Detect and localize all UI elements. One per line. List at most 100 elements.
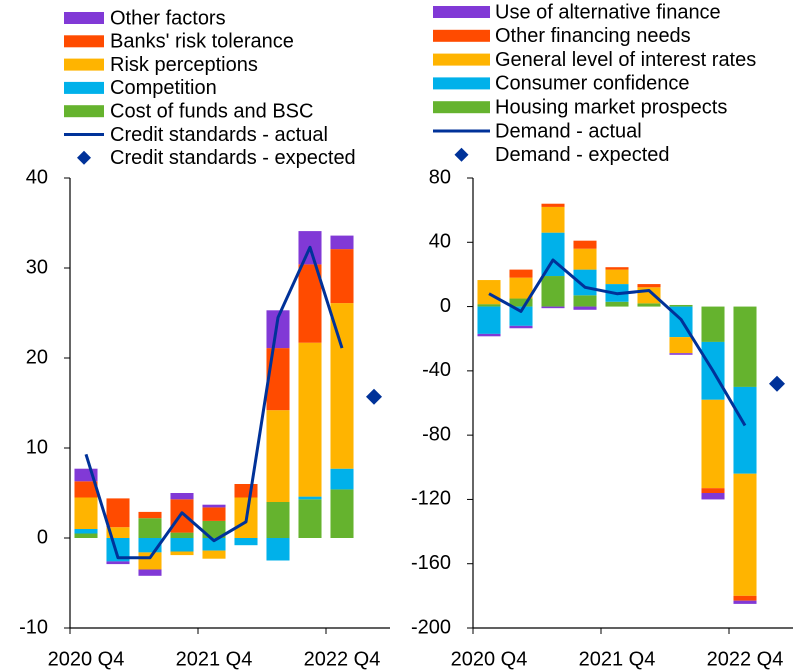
bar — [477, 333, 501, 337]
bar — [74, 481, 98, 498]
y-tick-label: 10 — [26, 436, 48, 458]
legend-label: Credit standards - actual — [110, 124, 328, 146]
bar — [701, 493, 725, 500]
bar — [477, 304, 501, 307]
y-tick-label: 0 — [440, 295, 451, 317]
bar — [298, 264, 322, 343]
bar — [701, 488, 725, 493]
legend-swatch — [433, 77, 490, 90]
legend-swatch — [433, 53, 490, 66]
y-tick-label: -10 — [19, 616, 48, 638]
bar — [202, 507, 226, 521]
legend-swatch — [64, 12, 104, 24]
legend-label: Other factors — [110, 7, 226, 29]
bar — [266, 310, 290, 349]
bar — [74, 497, 98, 529]
legend-label: Credit standards - expected — [110, 147, 356, 169]
bar — [266, 410, 290, 502]
bar — [573, 269, 597, 296]
y-tick-label: 30 — [26, 256, 48, 278]
bar — [330, 468, 354, 490]
bar — [138, 518, 162, 538]
bar — [541, 203, 565, 207]
bar — [138, 552, 162, 570]
bar — [541, 276, 565, 307]
bar — [733, 306, 757, 387]
bar — [330, 249, 354, 304]
legend-label: Demand - actual — [495, 120, 642, 142]
legend-swatch — [433, 101, 490, 114]
bar — [733, 473, 757, 596]
bar — [541, 232, 565, 277]
legend-label: Housing market prospects — [495, 96, 727, 118]
legend-swatch — [64, 81, 104, 94]
bar — [202, 504, 226, 508]
y-tick-label: 40 — [26, 166, 48, 188]
bar — [605, 301, 629, 307]
y-tick-label: -40 — [422, 359, 451, 381]
bar — [637, 284, 661, 288]
bar — [701, 399, 725, 489]
legend-swatch — [433, 6, 490, 18]
bar — [298, 342, 322, 497]
bar — [733, 595, 757, 601]
legend-label: General level of interest rates — [495, 49, 756, 71]
legend-label: Consumer confidence — [495, 73, 690, 95]
y-tick-label: 20 — [26, 346, 48, 368]
bar — [509, 306, 533, 326]
bar — [74, 533, 98, 538]
point — [366, 388, 382, 405]
bar — [605, 269, 629, 285]
x-tick-label: 2021 Q4 — [579, 648, 656, 670]
legend-swatch — [64, 105, 104, 118]
bar — [573, 295, 597, 307]
point — [769, 375, 785, 392]
x-tick-label: 2022 Q4 — [707, 648, 784, 670]
line — [488, 258, 747, 427]
bar — [266, 348, 290, 411]
bar — [509, 325, 533, 329]
bar — [170, 532, 194, 538]
bar — [733, 386, 757, 474]
y-tick-label: -120 — [411, 488, 451, 510]
bar — [330, 489, 354, 538]
legend-label: Banks' risk tolerance — [110, 31, 294, 53]
bar — [298, 496, 322, 500]
bar — [74, 529, 98, 534]
bar — [541, 206, 565, 233]
bar — [477, 306, 501, 334]
bar — [138, 511, 162, 519]
bar — [106, 498, 130, 528]
legend-label: Risk perceptions — [110, 54, 258, 76]
bar — [330, 303, 354, 469]
x-tick-label: 2021 Q4 — [176, 648, 253, 670]
x-tick-label: 2020 Q4 — [48, 648, 125, 670]
legend-swatch — [77, 150, 91, 165]
bar — [170, 538, 194, 552]
bar — [669, 304, 693, 307]
legend-label: Demand - expected — [495, 144, 670, 166]
bar — [509, 298, 533, 307]
bar — [733, 600, 757, 604]
bar — [509, 277, 533, 299]
legend-label: Cost of funds and BSC — [110, 100, 313, 122]
legend-label: Use of alternative finance — [495, 1, 721, 23]
bar — [170, 499, 194, 533]
bar — [330, 235, 354, 250]
bar — [298, 499, 322, 538]
bar — [477, 280, 501, 305]
bar — [138, 569, 162, 576]
bar — [605, 267, 629, 270]
x-tick-label: 2020 Q4 — [451, 648, 528, 670]
legend-swatch — [64, 35, 104, 48]
bar — [573, 306, 597, 310]
bar — [234, 538, 258, 546]
bar — [202, 538, 226, 551]
bar — [106, 561, 130, 565]
bar — [202, 550, 226, 559]
bar — [106, 527, 130, 538]
y-tick-label: -80 — [422, 423, 451, 445]
y-tick-label: 0 — [37, 526, 48, 548]
bar — [170, 551, 194, 556]
